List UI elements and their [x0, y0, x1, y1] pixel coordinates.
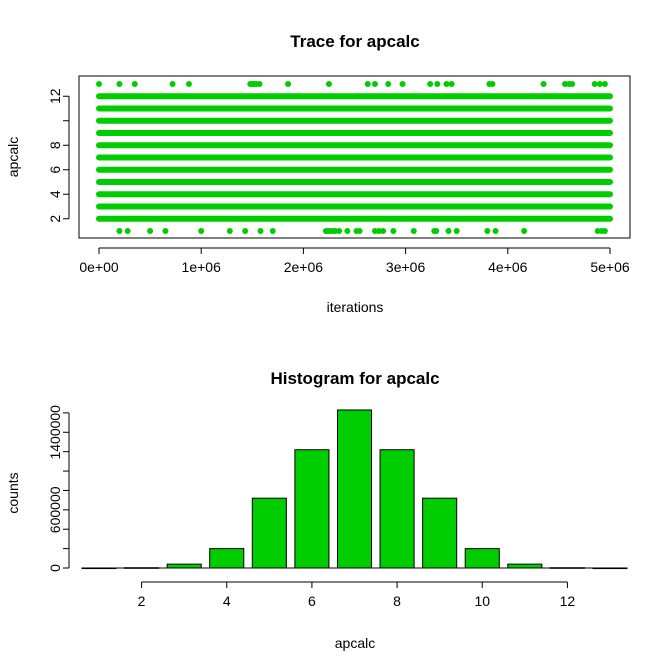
trace-y-axis: 2 4 6 8 12	[47, 88, 70, 223]
trace-x-axis: 0e+00 1e+06 2e+06 3e+06 4e+06 5e+06	[79, 247, 630, 275]
histogram-y-tick-label: 0	[47, 564, 63, 572]
histogram-bar	[166, 563, 202, 569]
trace-point	[162, 228, 169, 234]
trace-point	[242, 228, 249, 234]
trace-point	[443, 81, 450, 87]
histogram-bar	[251, 497, 287, 569]
histogram-bars	[81, 409, 628, 570]
trace-point	[380, 228, 387, 234]
histogram-x-tick-label: 8	[393, 593, 401, 609]
trace-point	[445, 228, 452, 234]
histogram-bar	[209, 548, 245, 569]
trace-x-axis-label: iterations	[327, 299, 384, 315]
histogram-bar	[379, 449, 415, 569]
trace-x-tick-label: 5e+06	[590, 259, 630, 275]
trace-point	[96, 81, 102, 87]
histogram-x-axis: 2 4 6 8 10 12	[138, 581, 576, 609]
trace-point	[489, 81, 496, 87]
histogram-y-tick-label: 600000	[47, 486, 63, 533]
trace-point	[453, 228, 460, 234]
trace-point	[185, 81, 192, 87]
trace-point	[285, 81, 292, 87]
trace-panel: Trace for apcalc iterations apcalc 0e+00…	[5, 32, 631, 315]
histogram-y-axis: 0 600000 1400000	[47, 405, 70, 572]
trace-point	[433, 228, 440, 234]
histogram-bar	[464, 548, 500, 569]
trace-point	[601, 81, 608, 87]
trace-point	[116, 81, 123, 87]
histogram-y-axis-label: counts	[5, 472, 21, 513]
trace-x-tick-label: 2e+06	[284, 259, 324, 275]
trace-point	[198, 228, 205, 234]
histogram-x-tick-label: 10	[474, 593, 490, 609]
trace-point	[336, 228, 343, 234]
trace-point	[434, 81, 441, 87]
trace-point	[410, 228, 417, 234]
trace-point	[226, 228, 233, 234]
trace-point	[257, 228, 264, 234]
histogram-y-tick-label: 1400000	[47, 405, 63, 460]
trace-point	[591, 81, 598, 87]
trace-x-tick-label: 3e+06	[386, 259, 426, 275]
histogram-bar	[336, 409, 373, 569]
trace-y-tick-label: 12	[47, 88, 63, 104]
trace-point	[269, 228, 276, 234]
trace-point	[364, 81, 371, 87]
trace-point	[371, 81, 378, 87]
trace-point	[492, 228, 499, 234]
trace-y-axis-label: apcalc	[5, 137, 21, 177]
histogram-x-tick-label: 4	[223, 593, 231, 609]
trace-point	[169, 81, 176, 87]
trace-point	[325, 81, 332, 87]
trace-point	[569, 81, 576, 87]
trace-x-tick-label: 4e+06	[488, 259, 528, 275]
trace-point	[147, 228, 154, 234]
histogram-x-tick-label: 12	[560, 593, 576, 609]
trace-y-tick-label: 6	[47, 166, 63, 174]
trace-point	[540, 81, 547, 87]
trace-point	[131, 81, 138, 87]
trace-point	[256, 81, 263, 87]
trace-point	[484, 228, 491, 234]
trace-point	[344, 228, 351, 234]
histogram-x-tick-label: 6	[308, 593, 316, 609]
trace-y-tick-label: 4	[47, 190, 63, 198]
trace-x-tick-label: 0e+00	[79, 259, 119, 275]
trace-point	[601, 228, 608, 234]
histogram-panel: Histogram for apcalc apcalc counts 2 4 6 8 1…	[5, 369, 628, 651]
trace-y-tick-label: 2	[47, 215, 63, 223]
trace-point	[399, 81, 406, 87]
histogram-bar	[507, 563, 543, 569]
histogram-bar	[422, 497, 458, 569]
histogram-title: Histogram for apcalc	[270, 369, 439, 388]
trace-points	[96, 81, 613, 234]
trace-point	[356, 228, 363, 234]
trace-point	[390, 228, 397, 234]
trace-point	[124, 228, 131, 234]
trace-y-tick-label: 8	[47, 141, 63, 149]
trace-point	[116, 228, 123, 234]
trace-title: Trace for apcalc	[290, 32, 419, 51]
trace-x-tick-label: 1e+06	[182, 259, 222, 275]
trace-point	[448, 81, 455, 87]
trace-plot-box	[78, 75, 631, 239]
histogram-x-axis-label: apcalc	[335, 635, 375, 651]
histogram-bar	[294, 449, 330, 569]
trace-point	[385, 81, 392, 87]
trace-point	[596, 81, 603, 87]
trace-point	[427, 81, 434, 87]
trace-point	[521, 228, 528, 234]
histogram-x-tick-label: 2	[138, 593, 146, 609]
